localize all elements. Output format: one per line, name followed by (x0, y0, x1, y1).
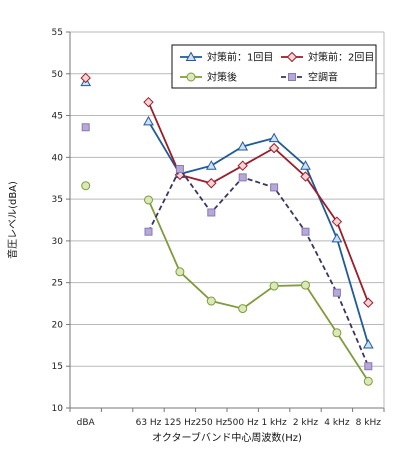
series-1-point-6 (331, 216, 343, 227)
series-line-2 (147, 199, 370, 382)
axes (66, 31, 385, 412)
y-tick-label-40: 40 (52, 153, 64, 163)
series-1-point-2 (206, 178, 217, 189)
x-tick-label-4: 250 Hz (196, 418, 228, 428)
y-tick-label-50: 50 (52, 70, 64, 80)
legend-marker-2 (186, 72, 196, 82)
x-tick-label-9: 8 kHz (356, 418, 382, 428)
series-3-point-5 (301, 227, 310, 236)
series-1-point-0 (143, 96, 154, 108)
x-tick-label-0: dBA (77, 418, 96, 428)
y-tick-label-45: 45 (52, 112, 63, 122)
x-axis-title: オクターブバンド中心周波数(Hz) (152, 431, 302, 444)
series-1-point-3 (237, 160, 248, 171)
series-0-point-0 (143, 115, 154, 126)
series-1-point-4 (268, 142, 280, 154)
y-tick-label-55: 55 (52, 28, 63, 38)
legend-label-1: 対策前：2回目 (308, 51, 374, 64)
series-3-dba-point (81, 123, 90, 132)
series-2-point-7 (363, 376, 373, 386)
series-0-point-2 (205, 160, 217, 170)
legend-label-0: 対策前：1回目 (207, 51, 273, 64)
series-1-dba-point (80, 72, 91, 84)
gridlines (70, 31, 384, 409)
y-tick-label-35: 35 (52, 195, 63, 205)
x-tick-label-6: 1 kHz (261, 418, 287, 428)
legend-marker-1 (286, 51, 298, 63)
series-2-point-2 (206, 296, 216, 306)
x-tick-label-2: 63 Hz (136, 418, 162, 428)
series-2-point-0 (144, 195, 153, 205)
y-tick-label-10: 10 (52, 404, 64, 414)
legend-marker-3 (288, 73, 296, 81)
series-3-point-2 (207, 208, 216, 217)
series-0-point-3 (237, 140, 249, 151)
legend-label-3: 空調音 (308, 71, 338, 84)
series-3-point-0 (144, 227, 153, 236)
x-tick-label-3: 125 Hz (164, 418, 196, 428)
x-tick-label-7: 2 kHz (293, 418, 319, 428)
series-3-point-3 (238, 173, 247, 182)
y-tick-labels: 10 15 20 25 30 35 40 45 50 55 (52, 28, 64, 414)
series-line-1 (147, 101, 370, 304)
series-2-point-3 (238, 304, 248, 314)
series-3-point-4 (270, 183, 279, 192)
series-3-point-1 (175, 165, 184, 174)
series-2-point-5 (301, 280, 310, 290)
series-2-point-1 (175, 267, 185, 277)
y-tick-label-15: 15 (52, 362, 63, 372)
x-tick-labels: dBA 63 Hz 125 Hz 250 Hz 500 Hz 1 kHz 2 kHz 4 kH… (77, 418, 382, 428)
series-2-point-4 (269, 281, 279, 291)
series-line-0 (147, 120, 370, 345)
series-2-point-6 (332, 328, 342, 338)
series-0-point-5 (300, 160, 311, 170)
series-1-point-7 (363, 297, 374, 308)
series-0-point-6 (331, 232, 343, 243)
legend-marker-0 (185, 51, 197, 61)
legend-label-2: 対策後 (207, 71, 237, 84)
series-line-3 (147, 167, 370, 367)
y-tick-label-25: 25 (52, 279, 63, 289)
series-0-point-7 (362, 338, 374, 349)
series-0-point-4 (268, 132, 280, 143)
series-lines (80, 72, 374, 386)
x-tick-label-5: 500 Hz (227, 418, 259, 428)
y-tick-label-20: 20 (52, 320, 64, 330)
y-axis-title: 音圧レベル(dBA) (6, 181, 19, 259)
y-tick-label-30: 30 (52, 237, 64, 247)
x-tick-label-8: 4 kHz (324, 418, 350, 428)
legend-box (171, 44, 377, 89)
series-3-point-7 (364, 362, 373, 371)
series-2-dba-point (81, 181, 91, 191)
series-1-point-5 (300, 171, 311, 182)
series-3-point-6 (332, 288, 341, 297)
